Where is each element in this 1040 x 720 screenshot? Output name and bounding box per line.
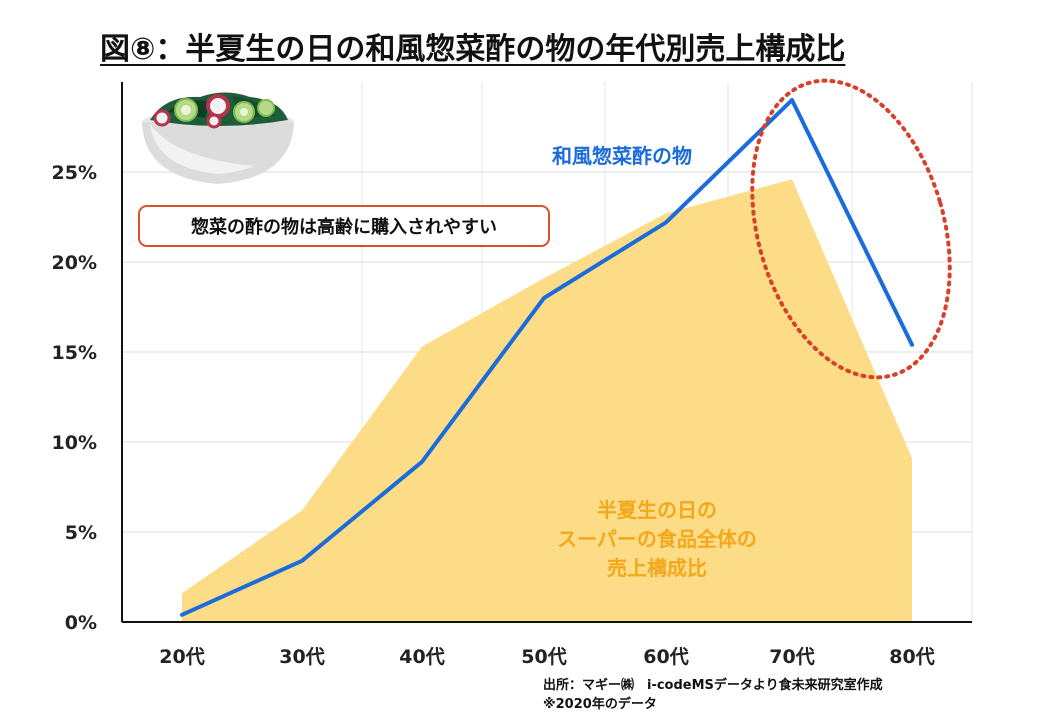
callout-box: 惣菜の酢の物は高齢に購入されやすい: [138, 205, 550, 247]
x-tick-label: 70代: [769, 646, 814, 668]
area-label-line: 半夏生の日の: [597, 498, 717, 522]
y-tick-label: 25%: [52, 162, 97, 184]
y-tick-label: 0%: [65, 612, 97, 634]
area-label-line: 売上構成比: [607, 556, 707, 580]
data-year-note: ※2020年のデータ: [543, 697, 657, 712]
y-tick-labels: 0% 5% 10% 15% 20% 25%: [52, 162, 97, 634]
line-series-label: 和風惣菜酢の物: [552, 144, 692, 168]
x-tick-label: 50代: [521, 646, 566, 668]
line-series-vinegared-dishes: [180, 98, 914, 617]
y-tick-label: 20%: [52, 252, 97, 274]
y-tick-label: 10%: [52, 432, 97, 454]
x-tick-label: 60代: [643, 646, 688, 668]
x-tick-label: 30代: [279, 646, 324, 668]
salad-bowl-icon: [142, 92, 294, 184]
y-tick-label: 5%: [65, 522, 97, 544]
page-title: 図⑧：半夏生の日の和風惣菜酢の物の年代別売上構成比: [100, 32, 846, 67]
axes: [121, 82, 972, 623]
area-label-line: スーパーの食品全体の: [557, 527, 757, 551]
source-line: 出所：マギー㈱ i-codeMSデータより食未来研究室作成: [543, 678, 883, 693]
y-tick-label: 15%: [52, 342, 97, 364]
x-tick-label: 40代: [399, 646, 444, 668]
x-tick-label: 80代: [889, 646, 934, 668]
highlight-ellipse: [750, 78, 952, 380]
source-note: 出所：マギー㈱ i-codeMSデータより食未来研究室作成 ※2020年のデータ: [543, 676, 883, 714]
x-tick-labels: 20代 30代 40代 50代 60代 70代 80代: [159, 646, 934, 668]
x-tick-label: 20代: [159, 646, 204, 668]
